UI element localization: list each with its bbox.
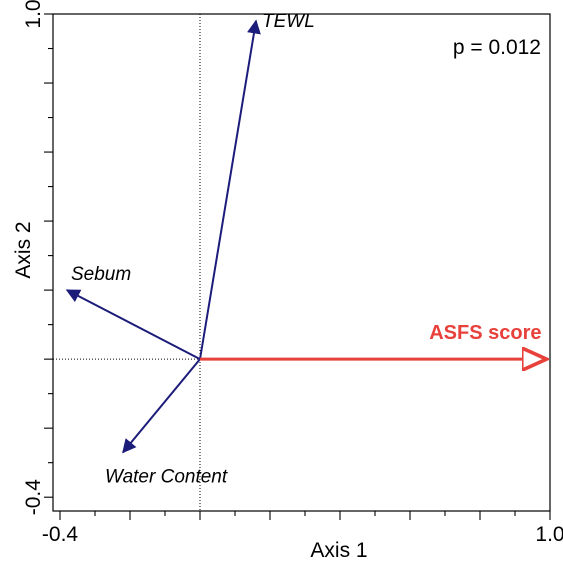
vector-sebum bbox=[65, 289, 201, 361]
vector-water-content bbox=[122, 358, 201, 454]
vectors-layer bbox=[65, 19, 547, 454]
vector-label-sebum: Sebum bbox=[71, 264, 131, 285]
plot-frame bbox=[52, 13, 551, 512]
p-value-annotation: p = 0.012 bbox=[453, 36, 541, 59]
vector-tewl bbox=[199, 19, 261, 360]
y-tick-label: 1.0 bbox=[22, 0, 45, 29]
tick-labels-layer: -0.4 1.0 -0.4 1.0 bbox=[22, 0, 563, 546]
y-axis-title: Axis 2 bbox=[12, 221, 35, 278]
vector-label-asfs-score: ASFS score bbox=[429, 322, 541, 344]
x-axis-ticks bbox=[59, 511, 551, 520]
y-axis-ticks bbox=[44, 13, 53, 498]
y-tick-label: -0.4 bbox=[22, 479, 45, 516]
vector-label-water-content: Water Content bbox=[105, 466, 228, 487]
x-axis-title: Axis 1 bbox=[310, 539, 367, 562]
x-tick-label: -0.4 bbox=[42, 523, 79, 546]
vector-label-tewl: TEWL bbox=[262, 11, 315, 32]
x-tick-label: 1.0 bbox=[535, 523, 563, 546]
reference-lines bbox=[53, 14, 550, 511]
vector-labels-layer: TEWL Sebum Water Content ASFS score bbox=[71, 11, 542, 487]
